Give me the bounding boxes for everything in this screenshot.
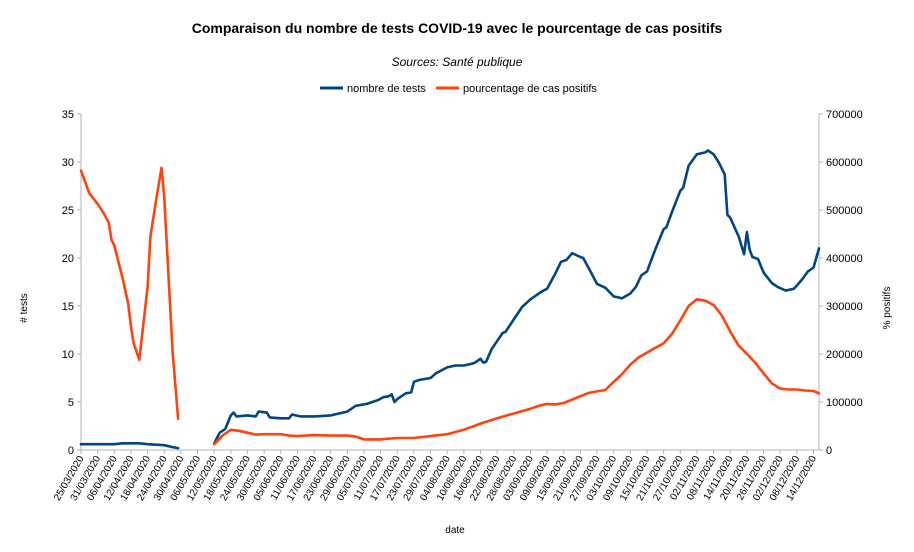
- legend-label-positifs: pourcentage de cas positifs: [463, 83, 597, 95]
- axes: 0 5 10 15 20 25 30 35 0 100000 200000 300000 400000 5…: [52, 109, 863, 503]
- y-tick-label-left: 5: [68, 397, 74, 409]
- y-tick-label-left: 20: [62, 253, 74, 265]
- series-line-tests-segment-2: [212, 149, 821, 445]
- chart-subtitle: Sources: Santé publique: [392, 55, 523, 69]
- y-tick-label-right: 300000: [826, 301, 863, 313]
- y-tick-label-right: 0: [826, 445, 832, 457]
- y-tick-label-right: 500000: [826, 205, 863, 217]
- series-line-tests-segment-1: [79, 441, 180, 450]
- y-axis-left-label: # tests: [19, 293, 30, 322]
- y-tick-label-right: 400000: [826, 253, 863, 265]
- y-tick-label-left: 15: [62, 301, 74, 313]
- y-tick-label-right: 600000: [826, 157, 863, 169]
- series-line-positifs-segment-1: [79, 166, 180, 421]
- y-tick-label-left: 0: [68, 445, 74, 457]
- chart-title: Comparaison du nombre de tests COVID-19 …: [192, 20, 723, 36]
- y-tick-label-left: 10: [62, 349, 74, 361]
- legend: nombre de tests pourcentage de cas posit…: [320, 83, 597, 95]
- x-axis-label: date: [445, 525, 465, 536]
- series-line-positifs-segment-2: [212, 297, 821, 446]
- y-tick-label-left: 35: [62, 109, 74, 121]
- legend-label-tests: nombre de tests: [347, 83, 426, 95]
- y-tick-label-right: 100000: [826, 397, 863, 409]
- y-axis-right-label: % positifs: [882, 287, 893, 330]
- y-tick-label-left: 30: [62, 157, 74, 169]
- y-tick-label-right: 200000: [826, 349, 863, 361]
- plot-area: [79, 149, 821, 450]
- y-tick-label-left: 25: [62, 205, 74, 217]
- y-tick-label-right: 700000: [826, 109, 863, 121]
